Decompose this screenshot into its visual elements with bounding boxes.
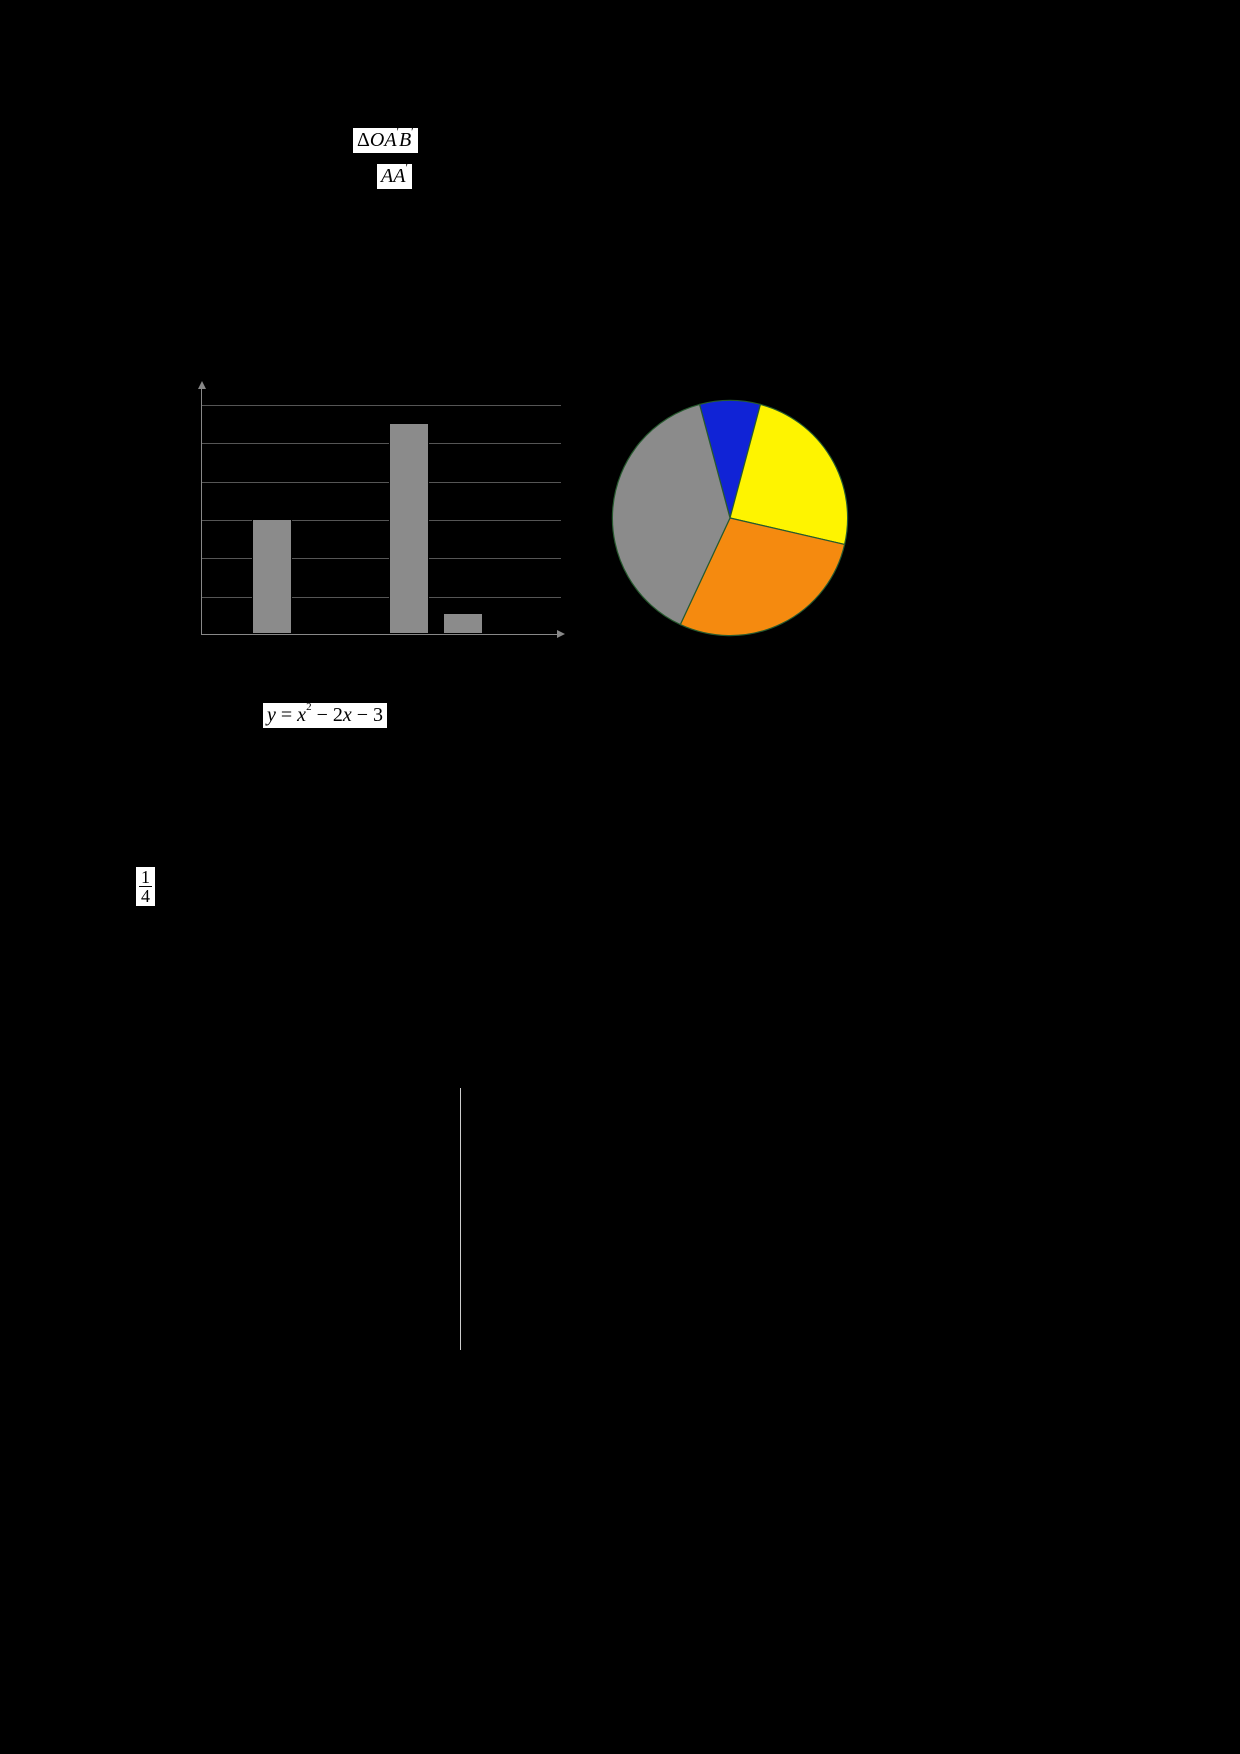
prime1: ′ xyxy=(397,126,399,138)
letter-a1: A xyxy=(381,165,393,187)
x-axis-arrow-icon xyxy=(557,630,565,638)
x: x xyxy=(297,704,306,726)
letter-a: A xyxy=(384,129,396,151)
fraction-one-quarter: 1 4 xyxy=(135,866,156,907)
minus2x: − 2 xyxy=(312,704,343,726)
formula-triangle-oab: ΔOA′B′ xyxy=(352,127,419,154)
delta: Δ xyxy=(357,129,370,151)
y: y xyxy=(267,704,276,726)
page-content: ΔOA′B′ AA′ y = x2 − 2x − 3 1 4 xyxy=(135,0,1105,1754)
pie-chart xyxy=(610,398,850,638)
fraction-denominator: 4 xyxy=(139,887,152,905)
sq: 2 xyxy=(306,701,312,713)
formula-segment-aa: AA′ xyxy=(376,163,413,190)
letter-a2: A xyxy=(393,165,405,187)
fraction-numerator: 1 xyxy=(139,868,152,887)
prime2: ′ xyxy=(411,126,413,138)
lower-vertical-line xyxy=(460,1088,461,1350)
letter-o: O xyxy=(370,129,384,151)
bar xyxy=(389,423,429,634)
bar xyxy=(443,613,483,634)
pie-chart-svg xyxy=(610,398,850,638)
formula-quadratic: y = x2 − 2x − 3 xyxy=(262,702,388,729)
gridline xyxy=(202,482,561,483)
bar-chart-plot-area xyxy=(201,385,561,635)
bar xyxy=(252,519,292,634)
letter-b: B xyxy=(399,129,411,151)
x2: x xyxy=(343,704,352,726)
gridline xyxy=(202,443,561,444)
gridline xyxy=(202,405,561,406)
bar-chart xyxy=(140,362,570,660)
minus3: − 3 xyxy=(352,704,383,726)
eq: = xyxy=(276,704,297,726)
prime: ′ xyxy=(405,162,407,174)
y-axis-arrow-icon xyxy=(198,381,206,389)
